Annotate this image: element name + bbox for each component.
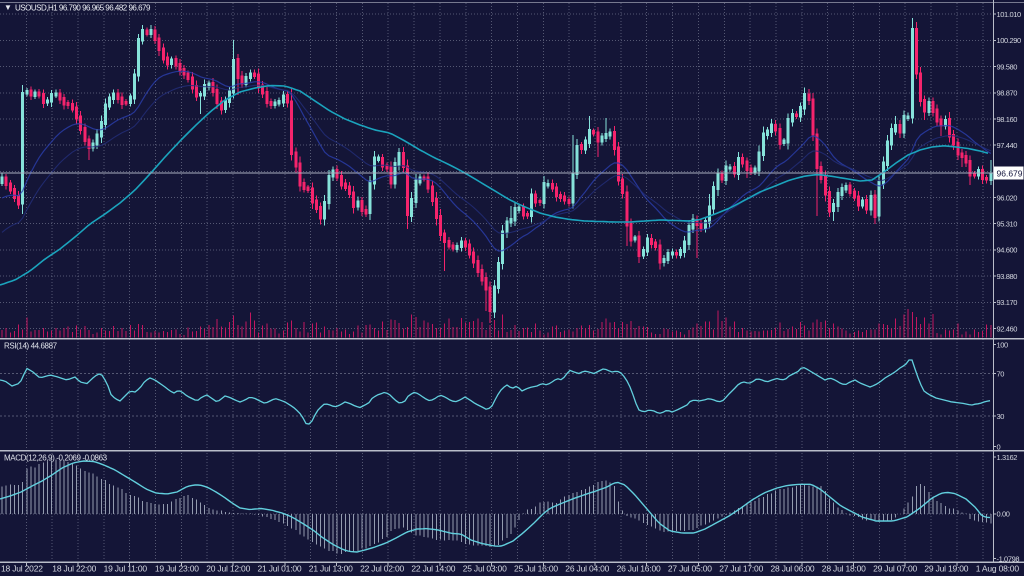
svg-text:22 Jul 02:00: 22 Jul 02:00	[360, 564, 404, 574]
svg-text:22 Jul 14:00: 22 Jul 14:00	[411, 564, 455, 574]
svg-text:USOUSD,H1 96.790 96.965 96.48: USOUSD,H1 96.790 96.965 96.482 96.679	[15, 4, 151, 13]
svg-text:29 Jul 19:00: 29 Jul 19:00	[924, 564, 968, 574]
svg-text:28 Jul 06:00: 28 Jul 06:00	[771, 564, 815, 574]
svg-text:MACD(12,26,9) -0.2069 -0.0863: MACD(12,26,9) -0.2069 -0.0863	[4, 454, 108, 463]
svg-text:93.880: 93.880	[997, 272, 1018, 281]
svg-text:27 Jul 05:00: 27 Jul 05:00	[668, 564, 712, 574]
svg-text:21 Jul 01:00: 21 Jul 01:00	[258, 564, 302, 574]
svg-text:99.580: 99.580	[997, 62, 1018, 71]
svg-text:25 Jul 03:00: 25 Jul 03:00	[463, 564, 507, 574]
svg-text:98.870: 98.870	[997, 89, 1018, 98]
svg-text:92.460: 92.460	[997, 324, 1018, 333]
svg-text:18 Jul 2022: 18 Jul 2022	[1, 564, 43, 574]
svg-text:96.020: 96.020	[997, 193, 1018, 202]
svg-text:101.010: 101.010	[997, 10, 1022, 19]
svg-text:0.00: 0.00	[997, 510, 1010, 519]
svg-text:70: 70	[997, 370, 1005, 379]
svg-text:100.290: 100.290	[997, 36, 1022, 45]
svg-text:95.310: 95.310	[997, 220, 1018, 229]
svg-text:27 Jul 17:00: 27 Jul 17:00	[719, 564, 763, 574]
svg-text:RSI(14) 44.6887: RSI(14) 44.6887	[4, 342, 58, 351]
svg-text:26 Jul 04:00: 26 Jul 04:00	[565, 564, 609, 574]
svg-text:1 Aug 08:00: 1 Aug 08:00	[976, 564, 1020, 574]
svg-text:100: 100	[997, 340, 1009, 349]
svg-text:26 Jul 16:00: 26 Jul 16:00	[617, 564, 661, 574]
svg-text:25 Jul 16:00: 25 Jul 16:00	[514, 564, 558, 574]
svg-text:21 Jul 13:00: 21 Jul 13:00	[309, 564, 353, 574]
svg-text:18 Jul 22:00: 18 Jul 22:00	[52, 564, 96, 574]
svg-text:97.440: 97.440	[997, 141, 1018, 150]
svg-text:30: 30	[997, 412, 1005, 421]
svg-text:19 Jul 23:00: 19 Jul 23:00	[155, 564, 199, 574]
svg-text:94.600: 94.600	[997, 246, 1018, 255]
svg-text:93.170: 93.170	[997, 298, 1018, 307]
svg-text:0: 0	[997, 442, 1001, 451]
svg-text:19 Jul 11:00: 19 Jul 11:00	[104, 564, 148, 574]
svg-text:▼: ▼	[4, 3, 12, 12]
svg-text:29 Jul 07:00: 29 Jul 07:00	[873, 564, 917, 574]
svg-text:96.679: 96.679	[997, 169, 1023, 179]
svg-text:20 Jul 12:00: 20 Jul 12:00	[206, 564, 250, 574]
svg-text:-1.0798: -1.0798	[997, 554, 1020, 563]
svg-text:98.160: 98.160	[997, 115, 1018, 124]
svg-text:1.3162: 1.3162	[997, 453, 1018, 462]
svg-text:28 Jul 18:00: 28 Jul 18:00	[822, 564, 866, 574]
